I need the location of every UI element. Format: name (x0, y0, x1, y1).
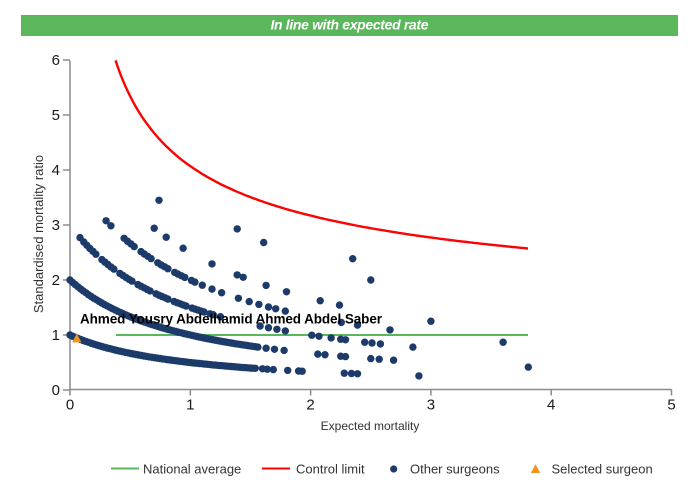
svg-text:5: 5 (52, 107, 60, 124)
svg-text:1: 1 (186, 397, 194, 414)
svg-text:In line with expected rate: In line with expected rate (271, 17, 429, 33)
svg-text:Expected mortality: Expected mortality (321, 419, 420, 433)
svg-text:Other surgeons: Other surgeons (410, 462, 500, 477)
svg-text:0: 0 (66, 397, 74, 414)
svg-text:Standardised mortality ratio: Standardised mortality ratio (31, 155, 46, 313)
svg-text:2: 2 (52, 272, 60, 289)
svg-text:6: 6 (52, 52, 60, 69)
svg-text:4: 4 (547, 397, 555, 414)
svg-text:1: 1 (52, 327, 60, 344)
svg-text:Control limit: Control limit (296, 462, 365, 477)
svg-text:National average: National average (143, 462, 241, 477)
svg-text:5: 5 (667, 397, 675, 414)
svg-text:Selected surgeon: Selected surgeon (552, 462, 653, 477)
svg-text:2: 2 (306, 397, 314, 414)
svg-text:0: 0 (52, 382, 60, 399)
svg-text:Ahmed Yousry Abdelhamid Ahmed: Ahmed Yousry Abdelhamid Ahmed Abdel Sabe… (80, 312, 383, 327)
svg-text:4: 4 (52, 162, 60, 179)
svg-text:3: 3 (52, 217, 60, 234)
svg-text:3: 3 (427, 397, 435, 414)
